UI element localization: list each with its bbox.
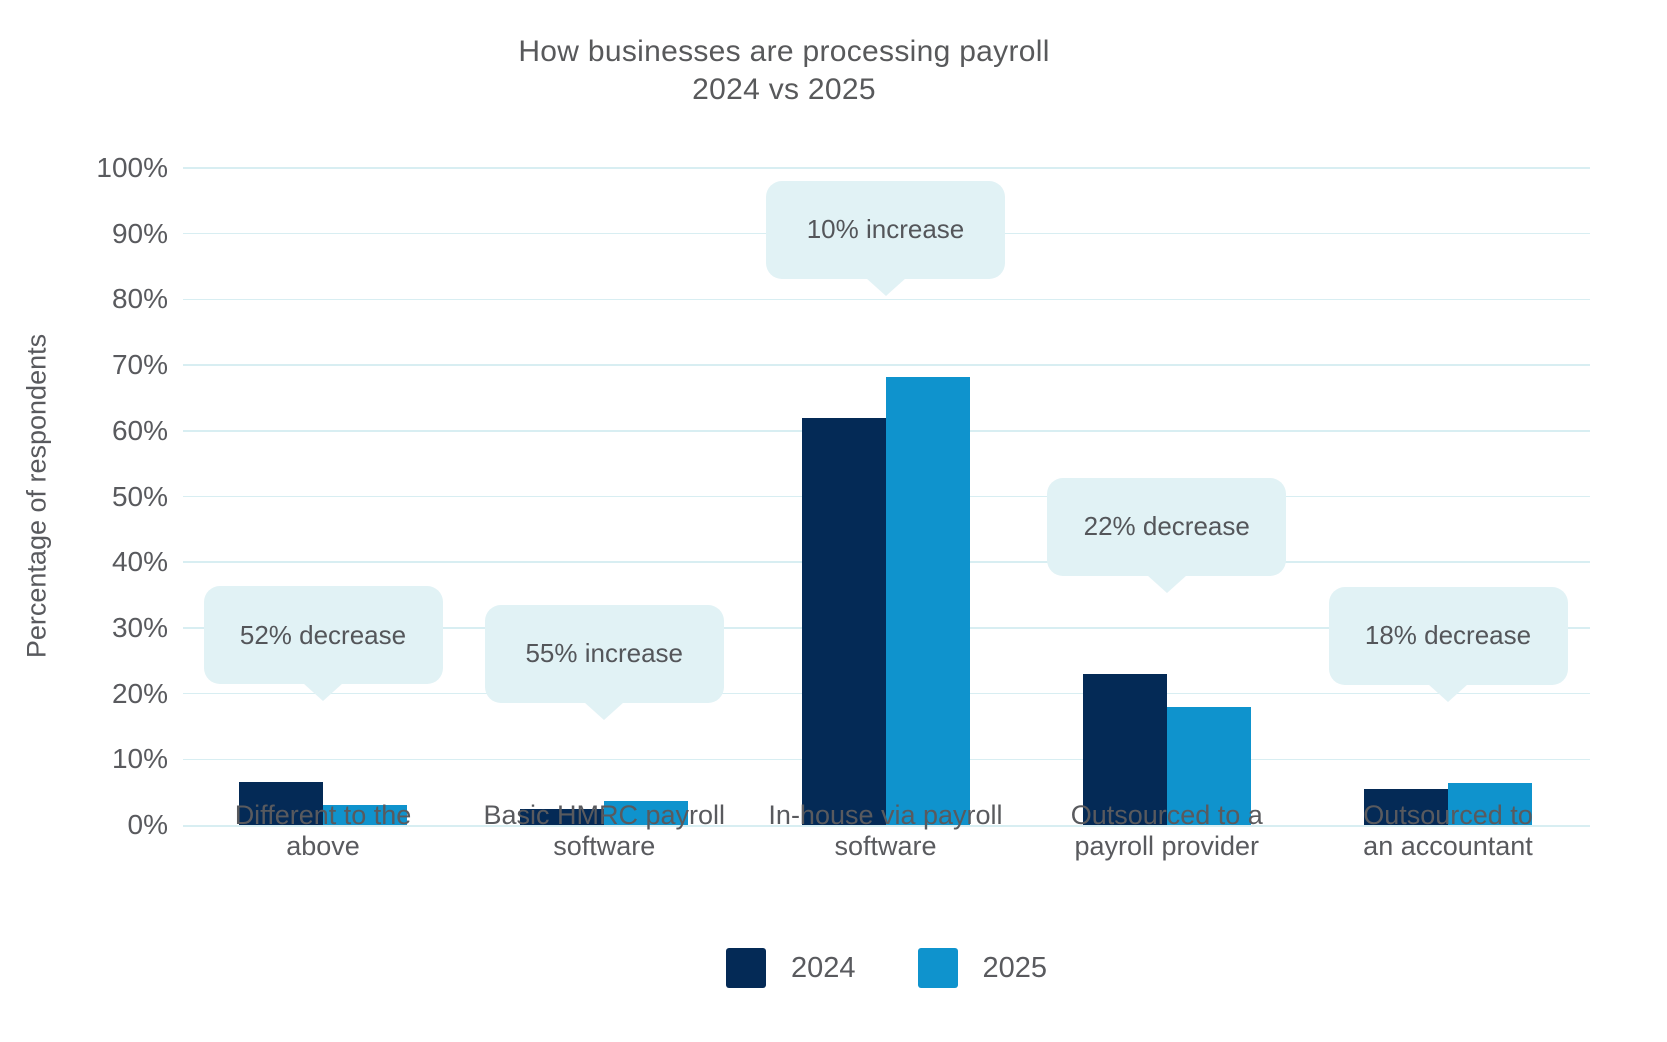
annotation-bubble: 18% decrease <box>1328 586 1568 702</box>
y-tick-label: 90% <box>111 217 168 249</box>
x-category-label: Outsourced to an accountant <box>1363 800 1533 861</box>
annotation-bubble-tail <box>584 701 625 720</box>
x-category-label: Different to the above <box>234 800 412 861</box>
x-category-label: Basic HMRC payroll software <box>483 800 726 861</box>
legend-swatch-2024 <box>725 948 766 988</box>
legend-label-2024: 2024 <box>790 951 856 984</box>
legend-label-2025: 2025 <box>982 951 1048 984</box>
annotation-text: 55% increase <box>525 638 684 669</box>
gridline-0% <box>183 825 1590 827</box>
bar-2025 <box>604 801 689 825</box>
y-tick-label: 30% <box>111 611 168 643</box>
y-tick-label: 10% <box>111 743 168 775</box>
y-tick-label: 20% <box>111 677 168 709</box>
annotation-text: 22% decrease <box>1083 511 1250 542</box>
annotation-text: 52% decrease <box>239 619 407 650</box>
annotation-bubble: 10% increase <box>766 180 1005 296</box>
y-tick-label: 40% <box>111 546 168 578</box>
bar-2025 <box>1448 783 1532 825</box>
y-tick-label: 0% <box>127 809 168 840</box>
gridline-80% <box>183 298 1590 301</box>
bar-2024 <box>1082 674 1167 825</box>
annotation-bubble: 52% decrease <box>203 586 443 702</box>
y-tick-label: 70% <box>111 349 168 381</box>
annotation-bubble-tail <box>303 683 343 702</box>
bar-2024 <box>1364 789 1448 825</box>
bar-2024 <box>801 418 886 825</box>
x-category-label: Outsourced to a payroll provider <box>1070 800 1263 861</box>
chart-title-line1: How businesses are processing payroll <box>518 35 1050 68</box>
legend-item-2024: 2024 <box>725 948 856 988</box>
annotation-bubble-tail <box>865 277 906 296</box>
annotation-bubble: 55% increase <box>484 604 724 720</box>
annotation-bubble-tail <box>1146 574 1187 593</box>
annotation-text: 10% increase <box>806 214 965 245</box>
bar-2025 <box>1166 707 1251 825</box>
gridline-70% <box>183 364 1590 366</box>
legend-swatch-2025 <box>917 948 958 988</box>
bar-2024 <box>520 809 605 825</box>
chart-title-line2: 2024 vs 2025 <box>692 73 876 106</box>
bar-2025 <box>885 377 970 825</box>
gridline-100% <box>183 167 1590 169</box>
annotation-bubble: 22% decrease <box>1047 477 1287 593</box>
bar-2025 <box>323 805 407 825</box>
legend-item-2025: 2025 <box>917 948 1048 988</box>
chart-title: How businesses are processing payroll 20… <box>0 33 1568 109</box>
y-tick-label: 80% <box>111 283 168 315</box>
y-tick-label: 50% <box>111 480 168 512</box>
legend: 2024 2025 <box>183 947 1590 989</box>
bar-2024 <box>239 782 323 825</box>
x-category-label: In-house via payroll software <box>768 800 1003 861</box>
annotation-bubble-tail <box>1428 683 1468 702</box>
annotation-text: 18% decrease <box>1364 620 1532 651</box>
y-tick-label: 60% <box>111 414 168 446</box>
y-tick-label: 100% <box>96 152 168 183</box>
